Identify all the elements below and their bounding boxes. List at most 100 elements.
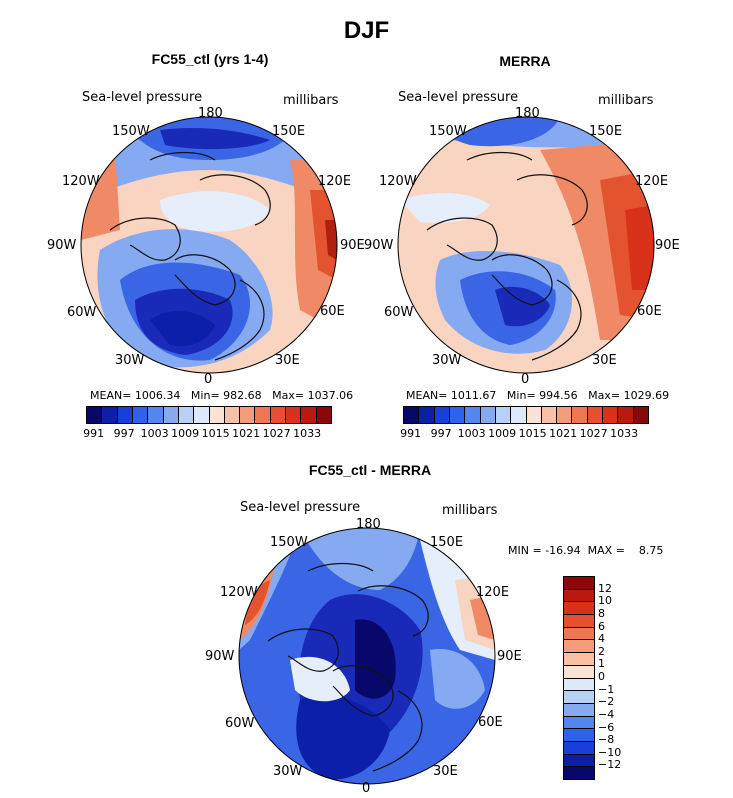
panel-3-lon-150e: 150E — [430, 535, 464, 550]
panel-3-lon-150w: 150W — [270, 535, 308, 550]
panel-1-lon-120e: 120E — [318, 174, 352, 189]
figure-title: DJF — [343, 17, 390, 44]
panel-2-colorbar-swatch — [433, 407, 449, 423]
panel-1-colorbar-label: 997 — [113, 427, 135, 440]
panel-3-colorbar-label: 12 — [598, 581, 612, 595]
panel-1-colorbar-label: 1027 — [262, 427, 291, 440]
panel-2-colorbar-label: 1033 — [610, 427, 639, 440]
panel-1-colorbar-swatch — [177, 407, 194, 423]
panel-2-lon-150e: 150E — [589, 124, 623, 139]
panel-2-colorbar-swatch — [494, 407, 511, 423]
panel-1-lon-30w: 30W — [115, 353, 145, 368]
panel-1-colorbar-swatch — [87, 407, 102, 423]
panel-1-lon-90e: 90E — [340, 238, 365, 253]
panel-3-colorbar-label: 8 — [598, 606, 605, 620]
panel-3-max-value: 8.75 — [638, 544, 664, 557]
panel-1-colorbar — [86, 406, 332, 424]
panel-2-colorbar-label: 997 — [430, 427, 452, 440]
panel-2-lon-120w: 120W — [379, 174, 417, 189]
panel-3-pressure-field — [239, 528, 495, 784]
panel-3-min-label: MIN = — [508, 544, 542, 557]
panel-3-colorbar-swatch — [564, 766, 594, 779]
panel-2-mean-label: MEAN= — [406, 389, 448, 402]
panel-3-lon-0: 0 — [362, 781, 371, 796]
panel-1-colorbar-swatch — [269, 407, 286, 423]
panel-1-lon-180: 180 — [198, 106, 223, 121]
panel-1-units-label: millibars — [283, 93, 339, 108]
panel-2-title: MERRA — [499, 53, 551, 69]
panel-1-colorbar-label: 1021 — [232, 427, 261, 440]
panel-1-colorbar-label: 1003 — [140, 427, 169, 440]
panel-2-colorbar-labels: 991 997 1003 1009 1015 1021 1027 1033 — [400, 427, 647, 441]
panel-1-max-label: Max= — [272, 389, 305, 402]
panel-1-colorbar-swatch — [239, 407, 255, 423]
panel-3-stats: MIN = -16.94 MAX = 8.75 — [508, 544, 663, 557]
panel-3-colorbar-label: −12 — [598, 758, 622, 772]
panel-3-lon-30e: 30E — [433, 764, 458, 779]
panel-2-lon-0: 0 — [521, 372, 530, 387]
panel-3-colorbar-swatch — [564, 702, 594, 716]
panel-2-colorbar-swatch — [632, 407, 648, 423]
panel-3-colorbar-swatch — [564, 715, 594, 729]
panel-3-colorbar-swatch — [564, 690, 594, 703]
panel-1-title: FC55_ctl (yrs 1-4) — [151, 51, 269, 67]
panel-3-colorbar-swatch — [564, 753, 594, 767]
panel-3-colorbar-swatch — [564, 652, 594, 665]
panel-1-colorbar-swatch — [315, 407, 331, 423]
panel-3-colorbar-swatch — [564, 614, 594, 627]
panel-3-colorbar-swatch — [564, 639, 594, 653]
panel-1-colorbar-swatch — [300, 407, 316, 423]
panel-2-max-value: 1029.69 — [623, 389, 670, 402]
panel-3-colorbar-swatch — [564, 664, 594, 678]
panel-1-min-label: Min= — [190, 389, 220, 402]
panel-3-lon-90e: 90E — [497, 649, 522, 664]
panel-2-units-label: millibars — [598, 93, 654, 108]
panel-1-lon-60e: 60E — [320, 304, 345, 319]
panel-2-min-label: Min= — [506, 389, 536, 402]
panel-3-colorbar-label: −2 — [598, 695, 615, 709]
panel-1-colorbar-labels: 991 997 1003 1009 1015 1021 1027 1033 — [83, 427, 330, 441]
panel-1-colorbar-swatch — [101, 407, 117, 423]
panel-1-colorbar-swatch — [254, 407, 270, 423]
panel-3-lon-180: 180 — [356, 517, 381, 532]
panel-2-colorbar-label: 1015 — [518, 427, 547, 440]
panel-3-title: FC55_ctl - MERRA — [308, 462, 432, 478]
panel-3-colorbar-label: 6 — [598, 619, 605, 633]
panel-2-lon-30e: 30E — [592, 353, 617, 368]
panel-3-colorbar-swatch — [564, 677, 594, 691]
panel-1-lon-0: 0 — [204, 372, 213, 387]
panel-2-lon-90w: 90W — [364, 238, 394, 253]
panel-2-colorbar-label: 991 — [400, 427, 422, 440]
panel-3-colorbar — [563, 576, 595, 780]
panel-3-lon-60w: 60W — [225, 716, 255, 731]
panel-2-lon-60w: 60W — [384, 305, 414, 320]
panel-2-colorbar-swatch — [448, 407, 465, 423]
panel-3-lon-120w: 120W — [220, 585, 258, 600]
panel-3-colorbar-swatch — [564, 626, 594, 640]
panel-2-field-label: Sea-level pressure — [398, 90, 519, 105]
panel-2-min-value: 994.56 — [539, 389, 578, 402]
panel-2-coastlines — [426, 151, 588, 361]
panel-3-units-label: millibars — [442, 503, 498, 518]
panel-2-lon-150w: 150W — [429, 124, 467, 139]
panel-1-colorbar-swatch — [116, 407, 132, 423]
panel-2-colorbar-swatch — [556, 407, 572, 423]
panel-3-lon-30w: 30W — [273, 764, 303, 779]
panel-3-lon-90w: 90W — [205, 649, 235, 664]
panel-1-lon-120w: 120W — [62, 174, 100, 189]
panel-3-colorbar-label: −6 — [598, 720, 615, 734]
panel-1-min-value: 982.68 — [223, 389, 262, 402]
panel-1-lon-30e: 30E — [275, 353, 300, 368]
panel-2-max-label: Max= — [588, 389, 621, 402]
panel-3-colorbar-label: −8 — [598, 733, 615, 747]
panel-2-lon-60e: 60E — [637, 304, 662, 319]
panel-2-lon-30w: 30W — [432, 353, 462, 368]
panel-2-lon-90e: 90E — [655, 238, 680, 253]
panel-1-colorbar-swatch — [162, 407, 178, 423]
panel-3-colorbar-label: 2 — [598, 644, 605, 658]
panel-2-colorbar-swatch — [479, 407, 495, 423]
panel-1-lon-150e: 150E — [272, 124, 306, 139]
panel-1-max-value: 1037.06 — [307, 389, 354, 402]
